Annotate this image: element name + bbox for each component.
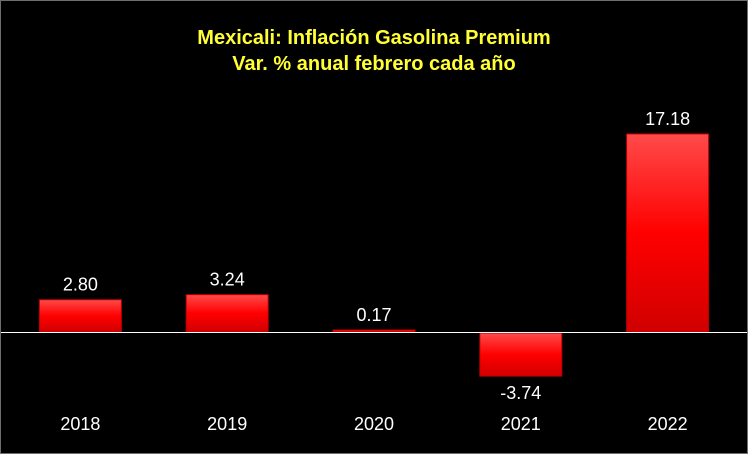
category-label-2018: 2018 xyxy=(60,414,100,434)
chart-title-block: Mexicali: Inflación Gasolina Premium Var… xyxy=(1,25,747,77)
bar-2021 xyxy=(479,332,563,377)
category-label-2019: 2019 xyxy=(207,414,247,434)
chart-subtitle: Var. % anual febrero cada año xyxy=(232,53,516,75)
bar-2020 xyxy=(332,329,416,333)
value-label-2022: 17.18 xyxy=(645,109,690,129)
category-label-2022: 2022 xyxy=(648,414,688,434)
bar-2018 xyxy=(38,299,122,333)
value-label-2019: 3.24 xyxy=(210,270,245,290)
bar-2019 xyxy=(185,294,269,333)
value-label-2018: 2.80 xyxy=(63,275,98,295)
bar-series xyxy=(38,133,710,377)
category-labels: 2018 2019 2020 2021 2022 xyxy=(60,414,687,434)
bar-2022 xyxy=(626,133,710,333)
category-label-2021: 2021 xyxy=(501,414,541,434)
value-label-2020: 0.17 xyxy=(356,305,391,325)
value-label-2021: -3.74 xyxy=(500,383,541,403)
category-label-2020: 2020 xyxy=(354,414,394,434)
value-labels: 2.80 3.24 0.17 -3.74 17.18 xyxy=(63,109,690,403)
chart-title: Mexicali: Inflación Gasolina Premium xyxy=(197,27,551,49)
